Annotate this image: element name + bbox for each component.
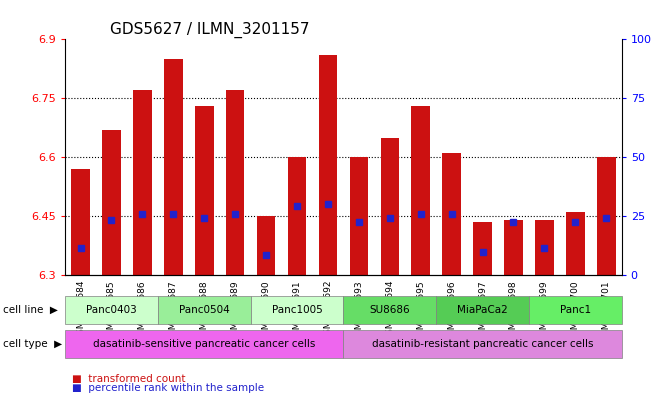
Bar	[195, 106, 214, 275]
Text: MiaPaCa2: MiaPaCa2	[457, 305, 508, 315]
Text: GDS5627 / ILMN_3201157: GDS5627 / ILMN_3201157	[109, 22, 309, 38]
Bar	[504, 220, 523, 275]
Bar	[256, 216, 275, 275]
Bar	[473, 222, 492, 275]
Text: SU8686: SU8686	[370, 305, 410, 315]
Bar	[288, 157, 306, 275]
Text: Panc0504: Panc0504	[179, 305, 230, 315]
Text: Panc1005: Panc1005	[271, 305, 322, 315]
Bar	[164, 59, 182, 275]
Text: ■  transformed count: ■ transformed count	[72, 374, 185, 384]
Text: dasatinib-sensitive pancreatic cancer cells: dasatinib-sensitive pancreatic cancer ce…	[93, 339, 316, 349]
Text: Panc0403: Panc0403	[86, 305, 137, 315]
Bar	[350, 157, 368, 275]
Text: cell line  ▶: cell line ▶	[3, 305, 58, 315]
Bar	[72, 169, 90, 275]
Text: dasatinib-resistant pancreatic cancer cells: dasatinib-resistant pancreatic cancer ce…	[372, 339, 593, 349]
Bar	[226, 90, 244, 275]
Bar	[442, 153, 461, 275]
Bar	[535, 220, 553, 275]
Bar	[380, 138, 399, 275]
Text: ■  percentile rank within the sample: ■ percentile rank within the sample	[72, 383, 264, 393]
Bar	[318, 55, 337, 275]
Bar	[566, 212, 585, 275]
Bar	[102, 130, 120, 275]
Text: Panc1: Panc1	[560, 305, 591, 315]
Bar	[597, 157, 615, 275]
Text: cell type  ▶: cell type ▶	[3, 339, 62, 349]
Bar	[411, 106, 430, 275]
Bar	[133, 90, 152, 275]
